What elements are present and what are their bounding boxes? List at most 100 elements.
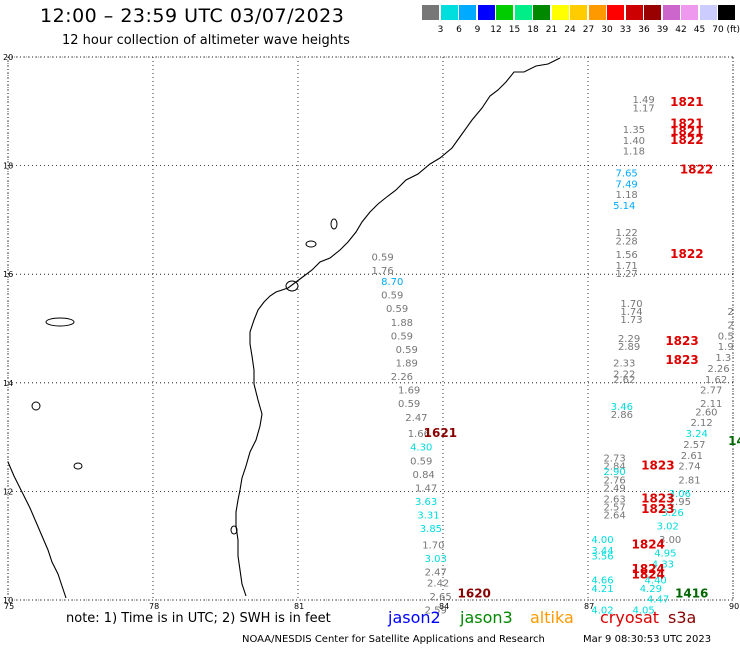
y-tick-label: 14	[3, 379, 13, 388]
swh-value: 2.57	[603, 502, 625, 513]
satellite-cryosat: cryosat	[600, 608, 660, 627]
legend-label: 33	[619, 25, 632, 35]
swh-value: 4.21	[591, 584, 613, 595]
satellite-jason3: jason3	[460, 608, 513, 627]
legend-swatch	[644, 5, 661, 20]
swh-value: 2.33	[613, 359, 635, 370]
legend-label: 21	[545, 25, 558, 35]
swh-value: 2	[727, 321, 733, 332]
swh-value: 3.63	[415, 497, 437, 508]
map-subtitle: 12 hour collection of altimeter wave hei…	[62, 33, 350, 48]
swh-labels: 0.59 1.768.70 0.59 0.59 1.88 0.59 0.59 1.89 2.26…	[371, 95, 740, 617]
pass-time-label: 1824	[632, 562, 665, 576]
pass-time-label: 1821	[670, 125, 703, 139]
swh-value: 3.44	[591, 546, 613, 557]
swh-value: 1.76	[371, 266, 393, 277]
map-frame	[7, 56, 734, 601]
swh-value: 3.02	[657, 521, 679, 532]
swh-value: 4.00	[591, 535, 613, 546]
swh-value: 2.59	[425, 606, 447, 617]
swh-value: 2.28	[616, 236, 638, 247]
swh-value: 2.11	[700, 399, 722, 410]
swh-value: 3.24	[686, 429, 708, 440]
swh-value: 2.26	[707, 364, 729, 375]
swh-value: 1.70	[620, 299, 642, 310]
swh-value: 3.46	[611, 402, 633, 413]
swh-value: 1.17	[632, 103, 654, 114]
swh-value: 0.59	[371, 253, 393, 264]
swh-value: 2.61	[681, 451, 703, 462]
legend-label: 12	[490, 25, 502, 35]
legend-label: 15	[508, 25, 521, 35]
swh-value: 1.18	[623, 147, 645, 158]
note-text: note: 1) Time is in UTC; 2) SWH is in fe…	[66, 611, 331, 626]
legend-swatch	[422, 5, 439, 20]
swh-value: 7.49	[616, 179, 638, 190]
legend-swatch	[607, 5, 624, 20]
footer-credit: NOAA/NESDIS Center for Satellite Applica…	[242, 634, 545, 645]
pass-time-label: 1821	[670, 95, 703, 109]
legend-label: 39	[656, 25, 669, 35]
island-outline	[31, 401, 41, 411]
swh-value: 2.90	[603, 467, 625, 478]
legend-label: 30	[601, 25, 613, 35]
swh-value: 0.84	[413, 470, 435, 481]
swh-value: 3.56	[591, 551, 613, 562]
pass-time-label: 1823	[665, 353, 698, 367]
swh-value: 2.62	[613, 375, 635, 386]
swh-value: 0.5	[718, 331, 734, 342]
x-tick-label: 90	[729, 602, 739, 611]
swh-value: 1.71	[616, 261, 638, 272]
swh-value: 2.57	[683, 440, 705, 451]
pass-time-label: 1822	[670, 247, 703, 261]
swh-value: 7.65	[616, 168, 638, 179]
legend-swatch	[551, 5, 569, 20]
pass-time-label: 1824	[632, 567, 665, 581]
x-tick-label: 84	[439, 602, 449, 611]
x-tick-label: 87	[584, 602, 594, 611]
legend-swatch	[681, 5, 698, 20]
island-outline	[330, 218, 338, 230]
swh-value: 5.14	[613, 201, 635, 212]
swh-value: 3.85	[420, 524, 442, 535]
swh-value: 3.00	[659, 535, 681, 546]
legend-swatch	[699, 5, 717, 20]
swh-value: 2.49	[603, 483, 625, 494]
swh-value: 4.66	[591, 576, 613, 587]
swh-value: 2.65	[429, 592, 451, 603]
x-tick-label: 75	[4, 602, 14, 611]
swh-value: 1.56	[616, 250, 638, 261]
y-tick-label: 10	[3, 596, 13, 605]
x-tick-label: 78	[149, 602, 159, 611]
swh-value: 3.06	[669, 489, 691, 500]
legend-label: 45	[693, 25, 706, 35]
legend-swatch	[662, 5, 680, 20]
swh-value: 1.88	[391, 318, 413, 329]
swh-value: 2.47	[425, 568, 447, 579]
legend-swatch	[570, 5, 587, 20]
pass-time-label: 14	[728, 434, 740, 448]
swh-value: 2.26	[391, 372, 413, 383]
legend-label: 9	[474, 25, 481, 35]
island-outline	[230, 525, 238, 535]
legend-label: 27	[582, 25, 595, 35]
swh-value: 2.42	[427, 578, 449, 589]
swh-value: 4.30	[410, 443, 432, 454]
island-outline	[305, 240, 317, 248]
swh-value: 2.74	[678, 462, 700, 473]
swh-value: 0.59	[396, 345, 418, 356]
swh-value: 2.86	[611, 410, 633, 421]
swh-value: 1.66	[408, 429, 430, 440]
legend-swatch	[459, 5, 476, 20]
legend-label: 18	[527, 25, 539, 35]
satellite-jason2: jason2	[388, 608, 441, 627]
swh-value: 2.63	[603, 494, 625, 505]
swh-value: 1.70	[422, 540, 444, 551]
legend-unit: (ft)	[726, 25, 740, 35]
pass-time-label: 1822	[670, 133, 703, 147]
pass-time-label: 1822	[680, 163, 713, 177]
swh-value: 1.9	[718, 342, 734, 353]
legend-label: 70	[712, 25, 724, 35]
pass-time-label: 1824	[632, 537, 665, 551]
